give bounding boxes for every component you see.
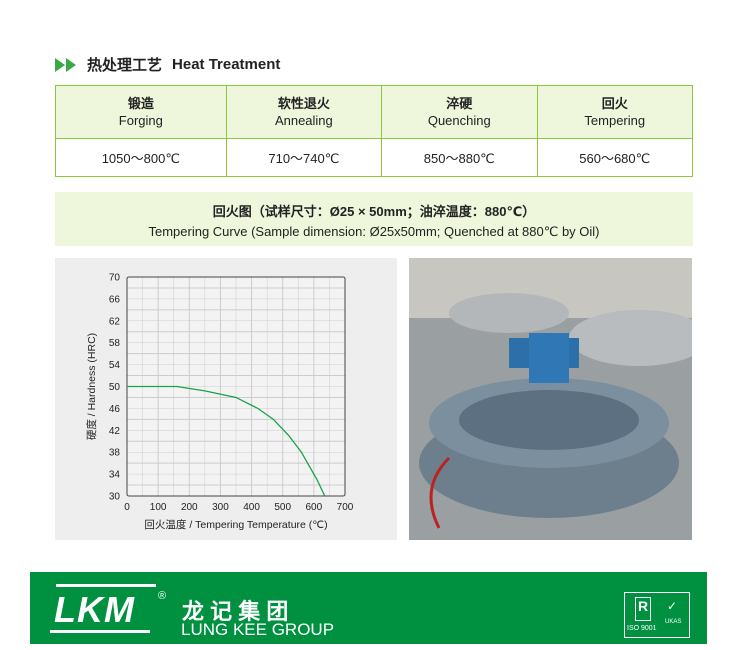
y-tick-label: 38 xyxy=(109,448,121,459)
y-tick-label: 58 xyxy=(109,338,121,349)
header-cn: 回火 xyxy=(601,96,628,111)
x-tick-label: 600 xyxy=(306,502,323,513)
table-cell: 850～880℃ xyxy=(381,138,538,177)
y-tick-label: 30 xyxy=(109,492,121,503)
table-cell: 560～680℃ xyxy=(536,138,694,177)
x-tick-label: 700 xyxy=(337,502,354,513)
header-en: Tempering xyxy=(584,113,646,128)
title-cn: 热处理工艺 xyxy=(87,57,163,74)
caption-en: Tempering Curve (Sample dimension: Ø25x5… xyxy=(148,224,600,239)
hardness-curve xyxy=(127,385,326,497)
header-cn: 淬硬 xyxy=(446,96,473,111)
y-tick-label: 70 xyxy=(109,273,121,284)
table-header: 淬硬 Quenching xyxy=(381,85,538,139)
table-cell: 710～740℃ xyxy=(225,138,383,177)
title-en: Heat Treatment xyxy=(172,56,281,73)
header-en: Quenching xyxy=(427,113,491,128)
registered-mark: ® xyxy=(158,590,167,602)
table-cell: 1050～800℃ xyxy=(55,138,227,177)
iso-cert-badge: R ISO 9001 UKAS ✓ xyxy=(624,592,690,638)
lkm-logo: LKM xyxy=(54,589,135,630)
x-tick-label: 300 xyxy=(212,502,229,513)
y-axis-label: 硬度 / Hardness (HRC) xyxy=(85,333,98,440)
y-tick-label: 66 xyxy=(109,294,121,305)
y-tick-label: 42 xyxy=(109,426,121,437)
x-tick-label: 0 xyxy=(124,502,130,513)
chevron-icon xyxy=(55,57,77,72)
footer-banner: LKM ® 龙 记 集 团 LUNG KEE GROUP R ISO 9001 … xyxy=(30,572,707,644)
x-tick-label: 100 xyxy=(150,502,167,513)
chart-caption: 回火图（试样尺寸：Ø25 × 50mm；油淬温度：880℃） Tempering… xyxy=(55,192,693,246)
header-en: Annealing xyxy=(274,113,333,128)
heat-treatment-table: 锻造 Forging 软性退火 Annealing 淬硬 Quenching 回火 Tempe… xyxy=(55,85,694,177)
caption-cn: 回火图（试样尺寸：Ø25 × 50mm；油淬温度：880℃） xyxy=(212,204,536,219)
table-header: 回火 Tempering xyxy=(536,85,694,139)
header-cn: 锻造 xyxy=(127,96,154,111)
header-en: Forging xyxy=(118,113,163,128)
x-axis-label: 回火温度 / Tempering Temperature (℃) xyxy=(144,518,327,531)
y-tick-label: 34 xyxy=(109,470,121,481)
table-header: 锻造 Forging xyxy=(55,85,227,139)
y-tick-label: 54 xyxy=(109,360,121,371)
header-cn: 软性退火 xyxy=(277,96,330,111)
x-tick-label: 200 xyxy=(181,502,198,513)
y-tick-label: 62 xyxy=(109,316,121,327)
section-title: 热处理工艺 Heat Treatment xyxy=(55,54,280,75)
y-tick-label: 50 xyxy=(109,382,121,393)
furnace-photo xyxy=(409,258,692,540)
x-tick-label: 500 xyxy=(274,502,291,513)
name-en: LUNG KEE GROUP xyxy=(181,620,335,639)
y-tick-label: 46 xyxy=(109,404,121,415)
tempering-chart: 0 100 200 300 400 500 600 700 30 34 38 42 46 50 54 58 62… xyxy=(55,258,397,540)
name-cn: 龙 记 集 团 xyxy=(182,599,289,624)
x-tick-label: 400 xyxy=(243,502,260,513)
table-header: 软性退火 Annealing xyxy=(225,85,383,139)
